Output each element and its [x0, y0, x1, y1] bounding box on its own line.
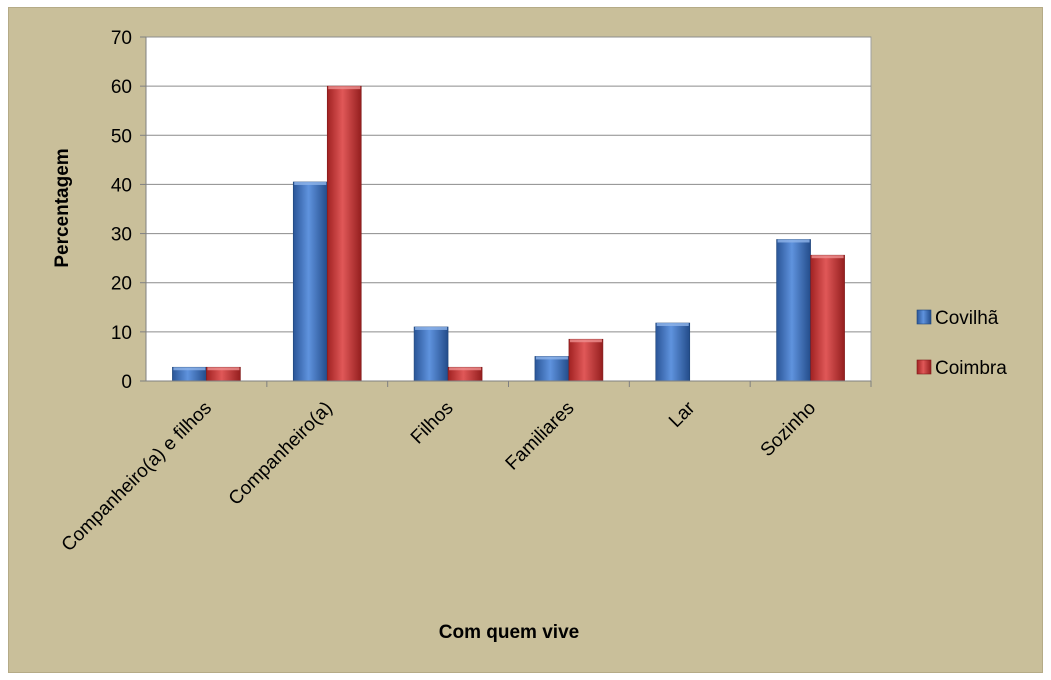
bar-coimbra	[810, 254, 845, 382]
bar-highlight	[173, 367, 206, 371]
bar-covilha	[534, 356, 570, 382]
bar-highlight	[207, 367, 240, 371]
plot-area	[145, 36, 872, 382]
bar-highlight	[449, 367, 482, 371]
legend-swatch	[916, 309, 932, 325]
x-tick-label: Sozinho	[757, 398, 820, 461]
bar-highlight	[535, 356, 568, 360]
bar-covilha	[776, 239, 811, 382]
bar-covilha	[655, 322, 691, 382]
bar-highlight	[328, 86, 361, 90]
y-tick-label: 0	[121, 372, 132, 393]
bar-highlight	[811, 255, 844, 259]
legend: Covilhã Coimbra	[916, 308, 1007, 379]
bar-covilha	[292, 181, 328, 382]
y-axis-title: Percentagem	[52, 148, 73, 267]
x-tick-label: Companheiro(a)	[225, 398, 337, 510]
y-tick-label: 40	[111, 175, 132, 196]
bar-coimbra	[568, 338, 604, 382]
bar-coimbra	[326, 85, 362, 382]
y-tick-label: 30	[111, 225, 132, 246]
x-tick-label: Filhos	[407, 398, 458, 449]
legend-label: Covilhã	[935, 308, 999, 329]
bar-covilha	[413, 326, 449, 382]
y-tick-label: 50	[111, 126, 132, 147]
y-tick-label: 20	[111, 274, 132, 295]
x-axis-title: Com quem vive	[439, 622, 579, 643]
bars	[172, 85, 845, 382]
x-tick-label: Lar	[665, 397, 700, 432]
x-tick-label: Familiares	[502, 398, 579, 475]
legend-swatch	[916, 359, 932, 375]
x-tick-label: Companheiro(a) e filhos	[58, 398, 216, 556]
bar-highlight	[294, 181, 327, 185]
y-tick-label: 70	[111, 28, 132, 49]
bar-highlight	[569, 339, 602, 343]
gridlines	[146, 36, 871, 333]
bar-highlight	[777, 239, 810, 243]
bar-highlight	[415, 326, 448, 330]
legend-label: Coimbra	[935, 358, 1007, 379]
y-tick-label: 60	[111, 77, 132, 98]
y-tick-label: 10	[111, 323, 132, 344]
bar-highlight	[656, 323, 689, 327]
